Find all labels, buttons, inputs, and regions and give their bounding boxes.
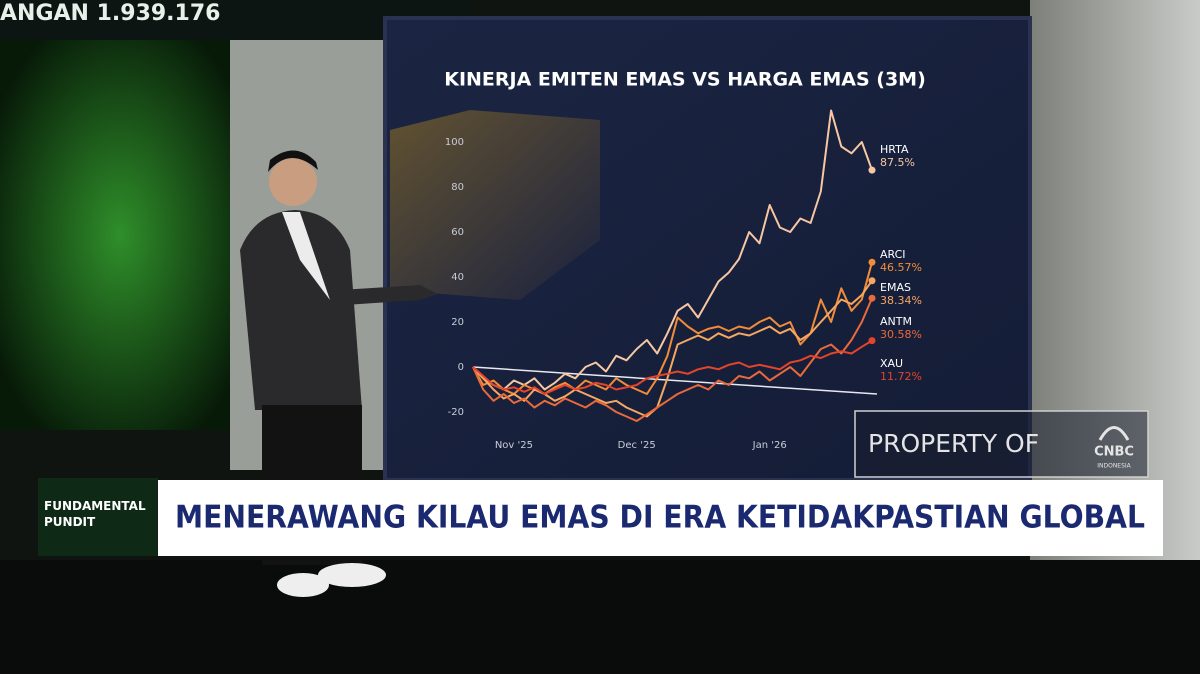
y-tick-label: -20 <box>448 407 464 418</box>
show-tag: FUNDAMENTAL PUNDIT <box>44 499 146 529</box>
series-line <box>472 297 873 422</box>
watermark-box <box>854 410 1149 478</box>
end-marker <box>868 258 876 266</box>
end-marker <box>868 294 876 302</box>
end-marker <box>868 337 876 345</box>
y-tick-label: 0 <box>458 362 464 373</box>
show-tag-box <box>38 478 158 556</box>
value-label: 30.58% <box>880 328 922 341</box>
headline-box <box>158 480 1163 556</box>
series-line <box>472 339 873 395</box>
floor <box>0 560 1200 674</box>
chart-title: KINERJA EMITEN EMAS VS HARGA EMAS (3M) <box>444 69 926 91</box>
end-marker <box>868 166 876 174</box>
y-tick-label: 60 <box>451 227 464 238</box>
x-tick-label: Dec '25 <box>618 440 656 451</box>
value-label: 46.57% <box>880 261 922 274</box>
show-tag-wrap: FUNDAMENTAL PUNDIT <box>44 499 146 529</box>
end-marker <box>868 277 876 285</box>
y-tick-label: 100 <box>445 137 464 148</box>
y-tick-label: 40 <box>451 272 464 283</box>
y-tick-label: 80 <box>451 182 464 193</box>
series-line <box>472 109 873 391</box>
peacock-logo <box>1098 426 1130 441</box>
legend-label: EMAS <box>880 281 911 294</box>
green-wall <box>0 40 240 430</box>
ticker-text: ANGAN 1.939.176 <box>0 1 220 26</box>
reference-line <box>472 366 878 395</box>
value-label: 38.34% <box>880 294 922 307</box>
headline: MENERAWANG KILAU EMAS DI ERA KETIDAKPAST… <box>175 500 1145 536</box>
value-label: 11.72% <box>880 370 922 383</box>
plot-area: -20 0 20 40 60 80 100 Nov '25 Dec '25 Jan '26 HRTA… <box>445 109 922 451</box>
watermark-region: INDONESIA <box>1097 463 1131 470</box>
value-label: 87.5% <box>880 156 915 169</box>
watermark-text: PROPERTY OF <box>868 429 1039 458</box>
y-tick-label: 20 <box>451 317 464 328</box>
legend-label: XAU <box>880 357 903 370</box>
legend-label: ANTM <box>880 315 912 328</box>
legend-label: ARCI <box>880 248 906 261</box>
x-tick-label: Jan '26 <box>752 440 787 451</box>
watermark-brand: CNBC <box>1094 445 1134 460</box>
gold-bars-image <box>390 110 600 300</box>
x-tick-label: Nov '25 <box>495 440 533 451</box>
legend-label: HRTA <box>880 143 909 156</box>
